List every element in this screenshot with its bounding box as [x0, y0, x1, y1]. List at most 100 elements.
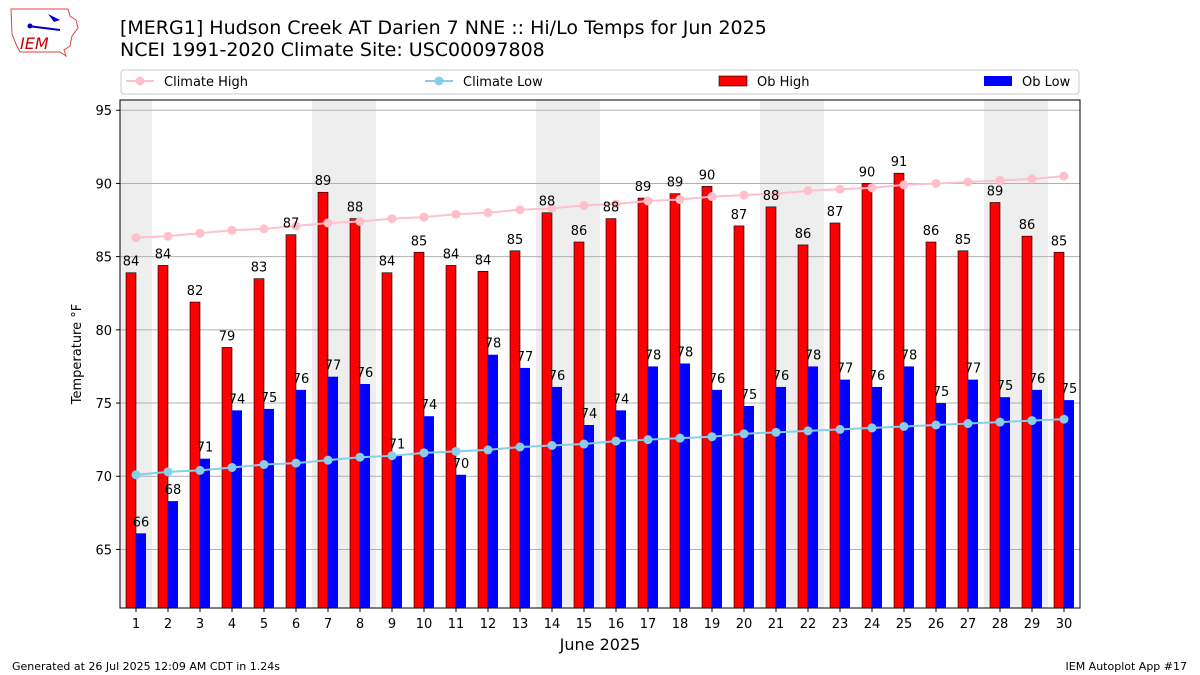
climate-high-point [771, 189, 781, 199]
climate-low-point [1027, 416, 1037, 426]
climate-low-point [739, 429, 749, 439]
climate-high-point [515, 205, 525, 215]
ob-high-label: 86 [923, 224, 940, 239]
ob-high-bar [349, 218, 361, 609]
ob-high-label: 84 [379, 255, 396, 270]
ob-low-label: 76 [357, 366, 374, 381]
climate-high-point [483, 208, 493, 218]
ob-high-bar [253, 278, 265, 609]
x-tick-label: 13 [512, 617, 529, 632]
climate-low-point [963, 419, 973, 429]
ob-low-bar [392, 455, 402, 608]
x-tick-label: 19 [704, 617, 721, 632]
ob-high-bar [701, 186, 713, 609]
ob-low-bar [168, 501, 178, 608]
ob-low-label: 75 [997, 379, 1014, 394]
ob-low-bar [328, 376, 338, 608]
ob-high-bar [893, 172, 905, 609]
climate-high-point [931, 178, 941, 188]
climate-high-line [135, 175, 1065, 239]
climate-high-point [323, 218, 333, 228]
ob-high-bar [317, 191, 329, 609]
climate-high-point [739, 190, 749, 200]
ob-high-label: 89 [667, 176, 684, 191]
legend-climate-low-label: Climate Low [463, 75, 543, 90]
ob-high-bar [765, 206, 777, 609]
climate-high-point [707, 192, 717, 202]
ob-high-label: 90 [859, 165, 876, 180]
x-tick-label: 14 [544, 617, 561, 632]
climate-high-point [227, 225, 237, 235]
x-tick-label: 18 [672, 617, 689, 632]
ob-low-label: 76 [869, 369, 886, 384]
climate-high-point [579, 200, 589, 210]
x-tick-label: 12 [480, 617, 497, 632]
climate-high-point [195, 228, 205, 238]
footer-app: IEM Autoplot App #17 [1065, 660, 1188, 673]
climate-low-point [547, 440, 557, 450]
climate-low-point [707, 432, 717, 442]
climate-low-point [131, 470, 141, 480]
ob-low-label: 74 [229, 392, 246, 407]
ob-low-bar [648, 366, 658, 608]
ob-high-bar [285, 234, 297, 609]
ob-high-label: 88 [539, 195, 556, 210]
ob-low-label: 77 [325, 359, 342, 374]
climate-low-point [419, 448, 429, 458]
ob-low-bar [584, 425, 594, 608]
climate-high-point [451, 209, 461, 219]
ob-low-bar [296, 389, 306, 608]
ob-low-label: 75 [261, 391, 278, 406]
iem-logo: IEM [10, 8, 79, 58]
climate-high-point [1027, 174, 1037, 184]
ob-high-label: 89 [635, 180, 652, 195]
ob-low-bar [1032, 389, 1042, 608]
ob-high-bar [157, 265, 169, 609]
ob-low-label: 76 [549, 369, 566, 384]
x-tick-label: 29 [1024, 617, 1041, 632]
climate-low-point [771, 427, 781, 437]
legend-climate-high-marker [135, 76, 145, 86]
x-tick-label: 1 [132, 617, 140, 632]
x-tick-label: 20 [736, 617, 753, 632]
climate-high-point [963, 177, 973, 187]
ob-low-label: 78 [901, 348, 918, 363]
x-tick-label: 16 [608, 617, 625, 632]
ob-low-label: 68 [165, 483, 182, 498]
climate-low-point [931, 420, 941, 430]
legend [120, 69, 1080, 95]
x-tick-label: 6 [292, 617, 300, 632]
ob-high-label: 87 [731, 208, 748, 223]
ob-low-bar [1000, 397, 1010, 608]
ob-high-label: 85 [955, 233, 972, 248]
x-tick-label: 7 [324, 617, 332, 632]
y-tick-label: 90 [95, 177, 112, 192]
ob-low-label: 76 [709, 372, 726, 387]
climate-low-point [899, 421, 909, 431]
ob-high-label: 79 [219, 329, 236, 344]
ob-high-bar [957, 250, 969, 609]
ob-low-bar [136, 533, 146, 608]
ob-high-label: 82 [187, 284, 204, 299]
climate-low-point [675, 433, 685, 443]
footer-generated: Generated at 26 Jul 2025 12:09 AM CDT in… [12, 660, 280, 673]
climate-high-point [835, 184, 845, 194]
x-axis-label: June 2025 [559, 635, 641, 654]
ob-high-label: 87 [283, 217, 300, 232]
ob-high-label: 87 [827, 205, 844, 220]
climate-high-point [611, 199, 621, 209]
ob-high-label: 89 [987, 184, 1004, 199]
ob-high-bar [573, 241, 585, 609]
climate-low-point [483, 445, 493, 455]
ob-high-label: 86 [571, 224, 588, 239]
climate-high-point [1059, 171, 1069, 181]
climate-low-point [195, 465, 205, 475]
x-tick-label: 30 [1056, 617, 1073, 632]
climate-high-point [643, 196, 653, 206]
ob-low-label: 78 [485, 337, 502, 352]
title-line-2: NCEI 1991-2020 Climate Site: USC00097808 [120, 39, 545, 61]
ob-high-label: 85 [1051, 234, 1068, 249]
ob-low-bar [456, 474, 466, 608]
ob-high-label: 86 [1019, 218, 1036, 233]
